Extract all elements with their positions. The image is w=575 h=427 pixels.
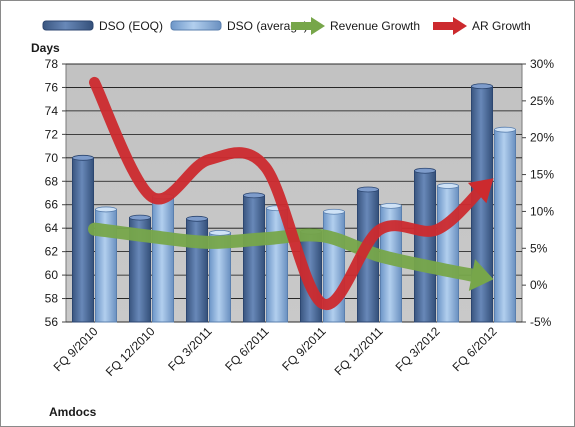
legend-item-dso-eoq: DSO (EOQ) — [42, 19, 163, 33]
x-tick-label: FQ 6/2012 — [450, 324, 500, 374]
bar-dso-eoq — [414, 170, 436, 323]
right-tick-label: 30% — [530, 57, 554, 71]
bar-cap-dso-average — [323, 208, 345, 215]
right-tick-label: 5% — [530, 241, 548, 255]
bar-cap-dso-average — [209, 229, 231, 236]
arrowhead-ar-growth — [467, 178, 494, 204]
legend-label-ar-growth: AR Growth — [472, 19, 531, 33]
x-tick-label: FQ 6/2011 — [222, 324, 272, 374]
y-axis-label: Days — [31, 41, 60, 55]
bar-cap-dso-eoq — [471, 83, 493, 90]
bar-dso-eoq — [243, 194, 265, 323]
left-tick-label: 60 — [45, 268, 59, 282]
x-tick-label: FQ 3/2012 — [393, 324, 443, 374]
bar-cap-dso-eoq — [129, 214, 151, 221]
left-tick-label: 68 — [45, 174, 59, 188]
left-tick-label: 62 — [45, 245, 59, 259]
bar-dso-average — [494, 129, 516, 323]
right-tick-label: 25% — [530, 94, 554, 108]
legend-arrow-revenue-growth — [291, 17, 325, 35]
left-tick-label: 76 — [45, 80, 59, 94]
legend-item-revenue-growth: Revenue Growth — [291, 17, 420, 35]
x-tick-label: FQ 12/2010 — [103, 324, 158, 379]
left-tick-label: 64 — [45, 221, 59, 235]
left-axis: 56 58 60 62 64 66 68 70 72 74 76 78 — [45, 57, 66, 329]
bar-cap-dso-average — [437, 183, 459, 189]
left-tick-label: 72 — [45, 127, 59, 141]
legend-swatch-dso-average — [170, 20, 222, 31]
chart-title: Amdocs — [49, 405, 97, 419]
legend-item-dso-average: DSO (average) — [170, 19, 308, 33]
legend-label-revenue-growth: Revenue Growth — [330, 19, 420, 33]
left-tick-label: 58 — [45, 292, 59, 306]
left-tick-label: 56 — [45, 315, 59, 329]
right-tick-label: -5% — [530, 315, 552, 329]
right-tick-label: 15% — [530, 168, 554, 182]
left-tick-label: 70 — [45, 151, 59, 165]
right-tick-label: 10% — [530, 204, 554, 218]
line-ar-growth — [89, 76, 487, 310]
legend-arrow-ar-growth — [433, 17, 467, 35]
legend-label-dso-eoq: DSO (EOQ) — [99, 19, 163, 33]
bar-cap-dso-average — [95, 206, 117, 213]
bar-dso-eoq — [186, 218, 208, 323]
x-tick-label: FQ 12/2011 — [332, 324, 386, 378]
left-tick-label: 66 — [45, 198, 59, 212]
x-axis: FQ 9/2010 FQ 12/2010 FQ 3/2011 FQ 6/2011 FQ … — [51, 324, 500, 379]
bar-cap-dso-eoq — [72, 154, 94, 161]
legend: DSO (EOQ) DSO (average) Revenue Growth A… — [42, 17, 531, 35]
x-tick-label: FQ 9/2011 — [279, 324, 329, 374]
x-tick-label: FQ 9/2010 — [51, 324, 101, 374]
right-tick-label: 20% — [530, 131, 554, 145]
x-tick-label: FQ 3/2011 — [165, 324, 215, 374]
legend-item-ar-growth: AR Growth — [433, 17, 531, 35]
bar-cap-dso-eoq — [186, 215, 208, 222]
bar-cap-dso-eoq — [243, 192, 265, 199]
bar-dso-eoq — [72, 157, 94, 323]
right-tick-label: 0% — [530, 278, 548, 292]
bar-cap-dso-eoq — [357, 186, 379, 193]
legend-label-dso-average: DSO (average) — [227, 19, 308, 33]
bar-cap-dso-average — [380, 202, 402, 209]
arrowhead-revenue-growth — [468, 259, 494, 292]
left-tick-label: 78 — [45, 57, 59, 71]
left-tick-label: 74 — [45, 104, 59, 118]
bar-dso-average — [152, 196, 174, 323]
legend-swatch-dso-eoq — [42, 20, 94, 31]
line-layer — [88, 76, 494, 310]
bar-cap-dso-eoq — [414, 167, 436, 174]
bar-cap-dso-average — [494, 126, 516, 133]
bar-dso-average — [437, 185, 459, 323]
right-axis: -5% 0% 5% 10% 15% 20% 25% 30% — [522, 57, 554, 329]
